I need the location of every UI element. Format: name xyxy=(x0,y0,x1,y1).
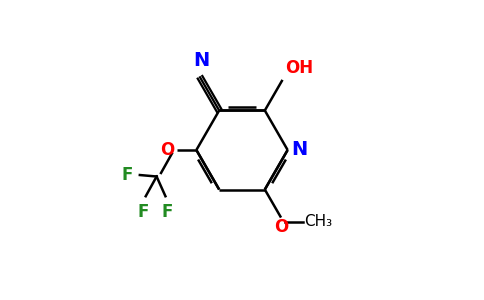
Text: F: F xyxy=(122,166,134,184)
Text: F: F xyxy=(162,203,173,221)
Text: F: F xyxy=(137,203,149,221)
Text: O: O xyxy=(274,218,288,236)
Text: CH₃: CH₃ xyxy=(303,214,332,230)
Text: OH: OH xyxy=(286,59,314,77)
Text: N: N xyxy=(291,140,307,160)
Text: O: O xyxy=(161,141,175,159)
Text: N: N xyxy=(194,51,210,70)
